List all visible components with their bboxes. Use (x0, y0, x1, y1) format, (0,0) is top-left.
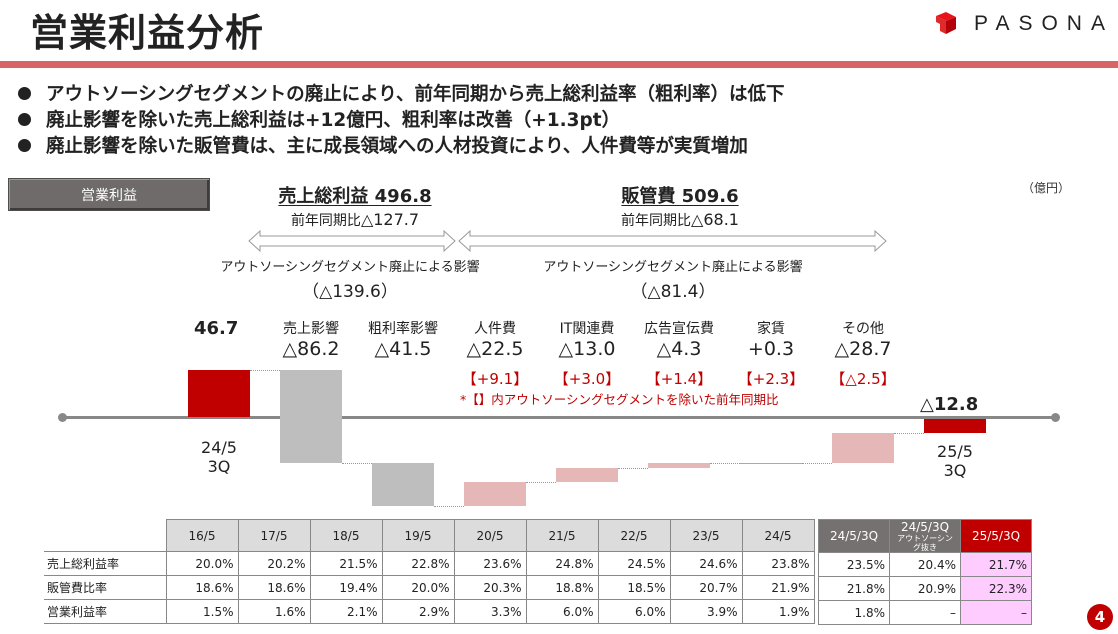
bar-advertising (648, 463, 710, 468)
gross-profit-yoy: △127.7 (360, 210, 420, 229)
header-25-5-3q: 25/5/3Q (960, 519, 1032, 553)
page-title: 営業利益分析 (30, 11, 265, 55)
table-row: 21.8% 20.9% 22.3% (818, 576, 1032, 601)
table-row: 1.8% – – (818, 600, 1032, 625)
category-it: IT関連費 △13.0 (558, 321, 616, 360)
table-row: 営業利益率 1.5% 1.6% 2.1% 2.9% 3.3% 6.0% 6.0%… (44, 599, 815, 624)
bullet-dot-icon (18, 138, 31, 152)
table-row: 販管費比率 18.6% 18.6% 19.4% 20.0% 20.3% 18.8… (44, 575, 815, 600)
table-header-row: 16/5 17/5 18/5 19/5 20/5 21/5 22/5 23/5 … (44, 519, 815, 552)
adjusted-note: *【】内アウトソーシングセグメントを除いた前年同期比 (460, 392, 779, 407)
category-rent: 家賃 +0.3 (747, 321, 795, 360)
bullet-item: 廃止影響を除いた販管費は、主に成長領域への人材投資により、人件費等が実質増加 (16, 132, 785, 158)
category-margin-impact: 粗利率影響 △41.5 (368, 321, 438, 360)
bullet-dot-icon (18, 112, 31, 126)
pasona-logo-icon (936, 12, 956, 34)
unit-label: （億円） (1022, 181, 1071, 195)
gross-profit-title: 売上総利益 496.8 (278, 186, 432, 207)
range-arrows-icon (248, 229, 887, 253)
connector (250, 370, 280, 371)
start-value: 46.7 (194, 318, 239, 339)
header-24-5-3q: 24/5/3Q (818, 519, 890, 553)
end-value: △12.8 (920, 394, 979, 415)
header-24-5-3q-excl: 24/5/3Q アウトソーシング抜き (889, 519, 961, 553)
bar-end-25-5-3q (924, 419, 986, 433)
bar-rent (740, 463, 802, 464)
table-header-row: 24/5/3Q 24/5/3Q アウトソーシング抜き 25/5/3Q (818, 519, 1032, 553)
connector (894, 433, 924, 434)
adjusted-advertising: 【+1.4】 (645, 370, 713, 388)
connector (526, 482, 556, 483)
quarter-ratio-table: 24/5/3Q 24/5/3Q アウトソーシング抜き 25/5/3Q 23.5% … (818, 519, 1032, 625)
axis-start-dot-icon (58, 413, 67, 422)
annual-ratio-table: 16/5 17/5 18/5 19/5 20/5 21/5 22/5 23/5 … (44, 519, 815, 624)
period-end: 25/5 3Q (937, 442, 973, 480)
gross-profit-header: 売上総利益 496.8 前年同期比△127.7 (255, 182, 455, 230)
bar-margin-impact (372, 463, 434, 506)
bar-it (556, 468, 618, 482)
table-row: 売上総利益率 20.0% 20.2% 21.5% 22.8% 23.6% 24.… (44, 551, 815, 576)
sga-impact: アウトソーシングセグメント廃止による影響 （△81.4） (543, 260, 803, 302)
gross-profit-impact: アウトソーシングセグメント廃止による影響 （△139.6） (220, 260, 480, 302)
adjusted-personnel: 【+9.1】 (461, 370, 529, 388)
adjusted-it: 【+3.0】 (553, 370, 621, 388)
bar-start-24-5-3q (188, 370, 250, 417)
category-advertising: 広告宣伝費 △4.3 (644, 321, 714, 360)
category-other: その他 △28.7 (834, 321, 892, 360)
zero-axis (62, 416, 1055, 419)
bar-sales-impact (280, 370, 342, 463)
table-row: 23.5% 20.4% 21.7% (818, 552, 1032, 577)
pasona-logo: PASONA (934, 12, 1114, 36)
sga-yoy: △68.1 (691, 210, 739, 229)
category-sales-impact: 売上影響 △86.2 (282, 321, 340, 360)
connector (618, 468, 648, 469)
bullet-item: 廃止影響を除いた売上総利益は+12億円、粗利率は改善（+1.3pt） (16, 106, 785, 132)
connector (342, 463, 372, 464)
sga-header: 販管費 509.6 前年同期比△68.1 (580, 182, 780, 230)
bar-other (832, 433, 894, 463)
page-number-badge: 4 (1087, 604, 1113, 630)
logo-text: PASONA (974, 12, 1114, 35)
sga-title: 販管費 509.6 (621, 186, 739, 207)
connector (802, 463, 832, 464)
bar-personnel (464, 482, 526, 506)
summary-bullets: アウトソーシングセグメントの廃止により、前年同期から売上総利益率（粗利率）は低下… (16, 80, 785, 158)
bullet-dot-icon (18, 86, 31, 100)
header-rule (0, 61, 1118, 68)
adjusted-other: 【△2.5】 (830, 370, 896, 388)
period-start: 24/5 3Q (201, 438, 237, 476)
bullet-item: アウトソーシングセグメントの廃止により、前年同期から売上総利益率（粗利率）は低下 (16, 80, 785, 106)
connector (710, 463, 740, 464)
axis-end-dot-icon (1051, 413, 1060, 422)
adjusted-rent: 【+2.3】 (737, 370, 805, 388)
category-personnel: 人件費 △22.5 (466, 321, 524, 360)
connector (434, 506, 464, 507)
section-label-operating-profit: 営業利益 (8, 178, 210, 211)
